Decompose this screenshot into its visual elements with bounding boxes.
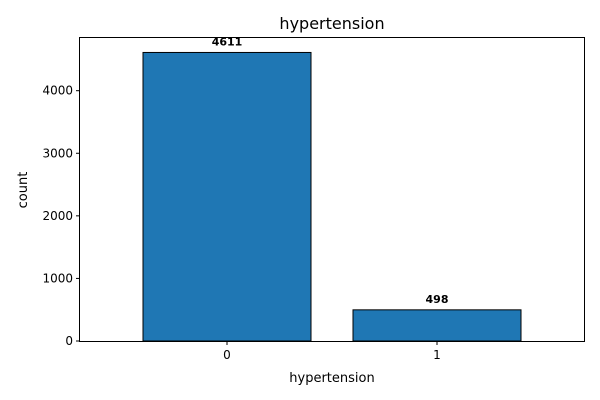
y-tick-label: 2000 <box>42 209 73 223</box>
plot-area: 4611 498 0 1 0 1000 2000 3000 4000 <box>42 35 522 362</box>
y-tick-label: 3000 <box>42 146 73 160</box>
plot-frame <box>79 37 585 342</box>
x-tick-label: 1 <box>433 348 441 362</box>
data-label-1: 498 <box>426 293 449 306</box>
bar-1 <box>352 309 522 342</box>
bar-0 <box>142 51 312 342</box>
y-tick-label: 1000 <box>42 271 73 285</box>
x-tick-label: 0 <box>223 348 231 362</box>
x-axis-label: hypertension <box>289 371 374 386</box>
chart-title: hypertension <box>279 14 384 33</box>
data-label-0: 4611 <box>212 35 243 48</box>
y-tick-label: 0 <box>65 334 73 348</box>
y-axis-label: count <box>16 172 31 209</box>
y-tick-label: 4000 <box>42 84 73 98</box>
